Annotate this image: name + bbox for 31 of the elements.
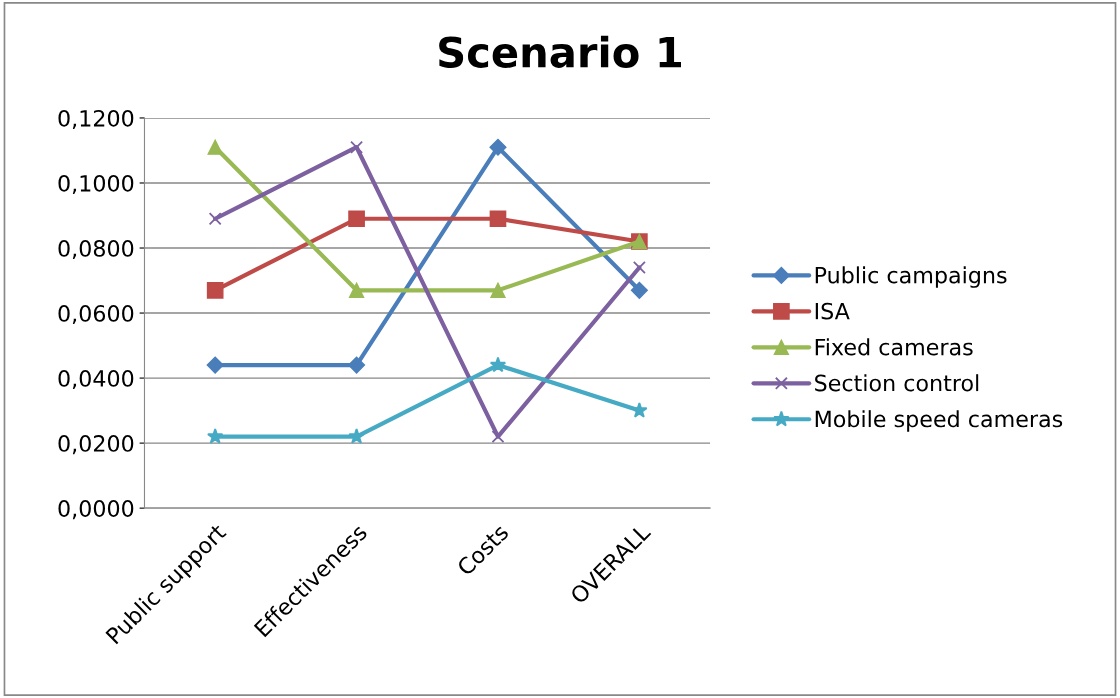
point xyxy=(350,140,364,154)
y-tick-label: 0,1200 xyxy=(58,109,134,129)
legend-label: Section control xyxy=(815,374,979,392)
legend-label: Mobile speed cameras xyxy=(815,410,1063,432)
point xyxy=(491,430,505,444)
point xyxy=(630,281,648,299)
point xyxy=(348,356,366,374)
point xyxy=(632,261,646,274)
point xyxy=(489,138,507,156)
point xyxy=(489,210,507,228)
point xyxy=(489,356,507,373)
y-tick-label: 0,0000 xyxy=(58,500,134,520)
point xyxy=(206,356,224,374)
point xyxy=(348,428,365,444)
y-tick-label: 0,1000 xyxy=(58,174,134,195)
point xyxy=(490,282,506,298)
chart-title: Scenario 1 xyxy=(439,35,681,68)
point xyxy=(348,282,365,298)
y-tick-label: 0,0200 xyxy=(58,435,134,455)
legend-label: Fixed cameras xyxy=(815,338,973,356)
point xyxy=(207,139,223,155)
y-tick-label: 0,0400 xyxy=(58,370,134,390)
legend-label: ISA xyxy=(815,302,850,320)
point xyxy=(208,212,222,226)
point xyxy=(206,281,224,299)
legend-label: Public campaigns xyxy=(815,266,1007,288)
point xyxy=(348,210,365,228)
point xyxy=(631,402,648,418)
y-tick-label: 0,0800 xyxy=(58,239,134,260)
point xyxy=(207,428,224,444)
y-tick-label: 0,0600 xyxy=(58,305,134,325)
